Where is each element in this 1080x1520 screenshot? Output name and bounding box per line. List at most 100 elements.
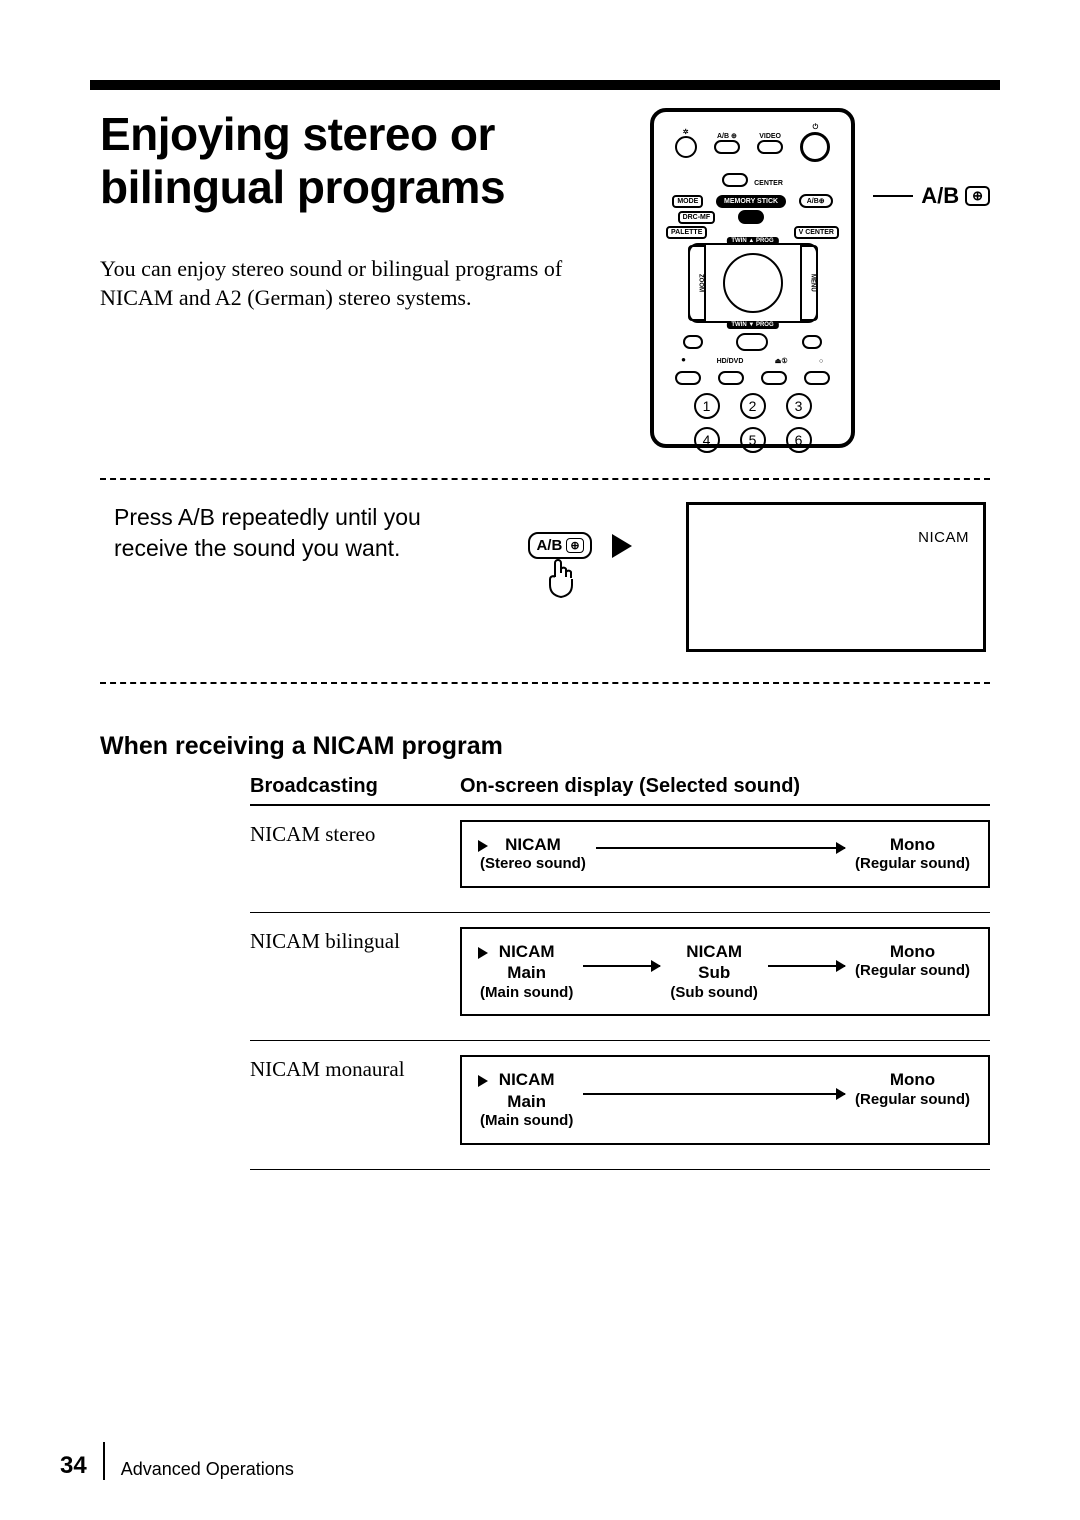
header-row: Enjoying stereo or bilingual programs Yo… [100,108,990,448]
callout-line [873,195,913,197]
remote-mute-button [675,136,697,158]
cycle-item: Mono (Regular sound) [855,1069,970,1109]
twin-bot: TWIN ▼ PROG [726,321,778,329]
callout-label: A/B ⊕ [921,183,990,209]
dpad-circle [723,253,783,313]
cycle-main: NICAM [480,834,586,855]
ab-button-text: A/B [536,537,562,554]
vcenter-box: V CENTER [794,226,839,239]
blank-label: ○ [819,358,823,365]
remote-ab-pill [714,140,740,154]
top-rule [90,80,1000,90]
intro-paragraph: You can enjoy stereo sound or bilingual … [100,254,620,313]
step-graphic: A/B ⊕ [494,532,666,559]
cycle-item: NICAM Main (Main sound) [480,941,573,1002]
eject-label: ⏏① [775,357,788,365]
cycle-main: NICAM [480,941,573,962]
remote-num-1: 1 [694,393,720,419]
footer-separator [103,1442,105,1480]
remote-num-3: 3 [786,393,812,419]
hddvd-label: HD/DVD [717,358,744,365]
remote-media-2 [718,371,744,385]
remote-center-pill [722,173,748,187]
power-icon: ⏻ [800,124,830,132]
remote-num-4: 4 [694,427,720,453]
cycle-sub: (Regular sound) [855,855,970,874]
cycle-item: NICAM Sub (Sub sound) [670,941,757,1002]
section-heading: When receiving a NICAM program [100,732,990,761]
dpad-left-bar: ZOOM [688,245,706,321]
drc-box: DRC-MF [678,211,716,224]
remote-video-pill [757,140,783,154]
table-row: NICAM monaural NICAM Main (Main sound) M… [250,1041,990,1169]
cycle-item: Mono (Regular sound) [855,941,970,981]
remote-media-4 [804,371,830,385]
ab-button-icon: ⊕ [566,538,583,553]
table-row: NICAM stereo NICAM (Stereo sound) Mono (… [250,806,990,913]
mode-box: MODE [672,195,703,208]
remote-power-button [800,132,830,162]
page-number: 34 [60,1452,87,1480]
remote-media-3 [761,371,787,385]
cycle-sub: (Sub sound) [670,984,757,1003]
step-instruction: Press A/B repeatedly until you receive t… [114,502,474,564]
palette-box: PALETTE [666,226,707,239]
cycle-sub: (Main sound) [480,984,573,1003]
cycle-arrow-icon [596,847,845,849]
cycle-mid: Main [480,1091,573,1112]
remote-media-1 [675,371,701,385]
cycle-mid: Main [480,962,573,983]
section-label: Advanced Operations [121,1459,294,1480]
cycle-main: Mono [855,941,970,962]
remote-num-6: 6 [786,427,812,453]
dpad-right-bar: MENU [800,245,818,321]
ab-oval: A/B⊕ [799,194,833,208]
col-head-display: On-screen display (Selected sound) [460,775,990,798]
table-row: NICAM bilingual NICAM Main (Main sound) … [250,913,990,1041]
ab-small-label: A/B ⊕ [714,132,740,140]
callout-pict-icon: ⊕ [965,186,990,206]
memstick-oval: MEMORY STICK [716,195,786,208]
cycle-main: Mono [855,1069,970,1090]
remote-oval-2 [736,333,768,351]
cycle-sub: (Main sound) [480,1112,573,1131]
cycle-sub: (Regular sound) [855,1091,970,1110]
cycle-mid: Sub [670,962,757,983]
cycle-item: NICAM Main (Main sound) [480,1069,573,1130]
hand-icon [541,559,579,599]
cycle-box: NICAM Main (Main sound) NICAM Sub (Sub s… [460,927,990,1016]
cycle-arrow-icon [583,1093,845,1095]
tv-nicam-label: NICAM [918,529,969,546]
cycle-box: NICAM Main (Main sound) Mono (Regular so… [460,1055,990,1144]
cycle-sub: (Regular sound) [855,962,970,981]
cycle-main: NICAM [480,1069,573,1090]
remote-diagram-wrap: ✲ A/B ⊕ VIDEO ⏻ CENTER [650,108,990,448]
twin-top: TWIN ▲ PROG [726,237,778,245]
nicam-table: Broadcasting On-screen display (Selected… [250,775,990,1170]
remote-num-2: 2 [740,393,766,419]
remote-black-pill [738,210,764,224]
cycle-main: Mono [855,834,970,855]
cycle-arrow-icon [768,965,845,967]
ab-callout: A/B ⊕ [873,183,990,209]
remote-diagram: ✲ A/B ⊕ VIDEO ⏻ CENTER [650,108,855,448]
col-head-broadcasting: Broadcasting [250,775,460,798]
broadcasting-cell: NICAM monaural [250,1055,460,1144]
step-block: Press A/B repeatedly until you receive t… [100,478,990,684]
cycle-item: NICAM (Stereo sound) [480,834,586,874]
video-label: VIDEO [757,133,783,140]
broadcasting-cell: NICAM stereo [250,820,460,888]
cycle-sub: (Stereo sound) [480,855,586,874]
remote-oval-1 [683,335,703,349]
table-header: Broadcasting On-screen display (Selected… [250,775,990,806]
tv-screen-box: NICAM [686,502,986,652]
arrow-right-icon [612,534,632,558]
cycle-item: Mono (Regular sound) [855,834,970,874]
broadcasting-cell: NICAM bilingual [250,927,460,1016]
header-left: Enjoying stereo or bilingual programs Yo… [100,108,620,448]
page-title: Enjoying stereo or bilingual programs [100,108,620,214]
remote-dpad: ZOOM MENU TWIN ▲ PROG TWIN ▼ PROG [688,243,818,323]
remote-num-5: 5 [740,427,766,453]
center-label: CENTER [754,180,783,187]
callout-text: A/B [921,183,959,209]
